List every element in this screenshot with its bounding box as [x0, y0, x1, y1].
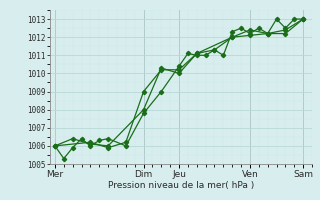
- X-axis label: Pression niveau de la mer( hPa ): Pression niveau de la mer( hPa ): [108, 181, 254, 190]
